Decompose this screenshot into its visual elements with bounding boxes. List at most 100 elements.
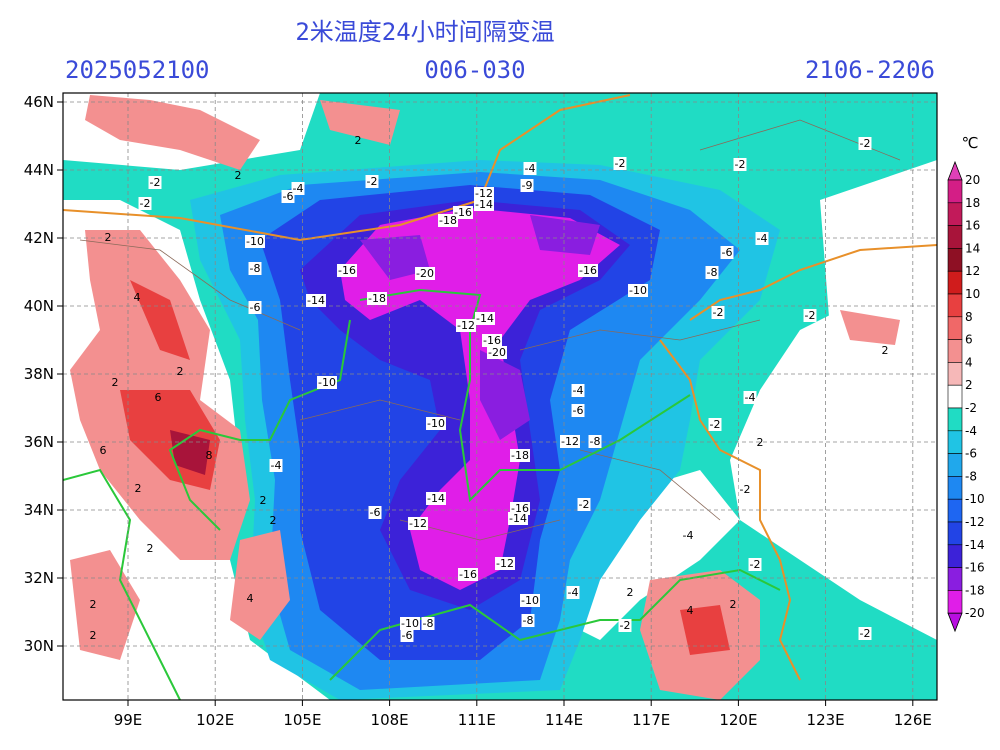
- contour-label: -2: [140, 197, 151, 210]
- map-frame: [62, 92, 938, 701]
- label-box: [281, 190, 295, 203]
- contour-label: -4: [745, 391, 756, 404]
- country-border: [63, 94, 937, 681]
- contour-label: -20: [488, 346, 506, 359]
- valid-time: 2106-2206: [805, 56, 935, 84]
- label-box: [456, 319, 476, 332]
- colorbar-band: [947, 407, 963, 432]
- colorbar-label: -4: [965, 424, 977, 438]
- label-box: [245, 235, 265, 248]
- label-box: [566, 586, 580, 599]
- contour-label: -8: [423, 617, 434, 630]
- contour-label: -2: [740, 483, 751, 496]
- colorbar-label: 18: [965, 196, 980, 210]
- label-box: [148, 176, 162, 189]
- colorbar-band: [947, 339, 963, 363]
- label-box: [708, 418, 722, 431]
- contour-label: 8: [206, 449, 213, 462]
- colorbar-band: [947, 202, 963, 226]
- label-box: [618, 619, 632, 632]
- label-box: [400, 629, 414, 642]
- contour-label: 2: [882, 344, 889, 357]
- contour-label: -2: [710, 418, 721, 431]
- contour-label: -8: [523, 614, 534, 627]
- label-box: [453, 206, 473, 219]
- contour-label: 6: [100, 444, 107, 457]
- contour-label: 2: [105, 231, 112, 244]
- contour-label: 4: [687, 604, 694, 617]
- contour-label: -18: [368, 292, 386, 305]
- lat-label: 34N: [24, 501, 54, 519]
- contour-label: -2: [615, 157, 626, 170]
- contour-label: -10: [427, 417, 445, 430]
- colorbar-label: 2: [965, 378, 973, 392]
- province-borders: [79, 119, 901, 541]
- contour-label: -2: [713, 306, 724, 319]
- contour-label: -16: [483, 334, 501, 347]
- label-box: [588, 435, 602, 448]
- contour-label: -12: [496, 557, 514, 570]
- label-box: [269, 459, 283, 472]
- label-box: [520, 594, 540, 607]
- init-time: 2025052100: [65, 56, 210, 84]
- colorbar-band: [947, 225, 963, 249]
- river-lines: [63, 288, 781, 700]
- label-box: [720, 246, 734, 259]
- contour-label: 2: [112, 376, 119, 389]
- lon-label: 108E: [371, 711, 409, 729]
- lon-label: 111E: [458, 711, 496, 729]
- label-box: [408, 517, 428, 530]
- colorbar-label: -20: [965, 606, 985, 620]
- label-box: [367, 292, 387, 305]
- label-box: [681, 529, 695, 542]
- colorbar-band: [947, 590, 963, 614]
- label-box: [458, 568, 478, 581]
- contour-label: -4: [525, 162, 536, 175]
- colorbar-label: -14: [965, 538, 985, 552]
- colorbar-band: [947, 476, 963, 500]
- red-southeast: [680, 605, 730, 655]
- label-box: [755, 232, 769, 245]
- lat-label: 30N: [24, 637, 54, 655]
- label-box: [438, 214, 458, 227]
- contour-label: -4: [271, 459, 282, 472]
- pink-northwest: [85, 95, 400, 170]
- colorbar-label: -8: [965, 469, 977, 483]
- label-box: [368, 506, 382, 519]
- contour-label: -10: [521, 594, 539, 607]
- contour-label: -2: [735, 158, 746, 171]
- label-box: [578, 264, 598, 277]
- pink-southeast: [640, 310, 900, 700]
- contour-label: -2: [579, 498, 590, 511]
- lat-label: 32N: [24, 569, 54, 587]
- contour-label: 2: [627, 586, 634, 599]
- field: [63, 93, 937, 700]
- contour-label: -18: [439, 214, 457, 227]
- lon-label: 117E: [632, 711, 670, 729]
- label-box: [521, 614, 535, 627]
- label-box: [613, 157, 627, 170]
- label-box: [743, 391, 757, 404]
- label-box: [475, 312, 495, 325]
- contour-label: -14: [509, 512, 527, 525]
- label-box: [415, 267, 435, 280]
- lon-label: 123E: [807, 711, 845, 729]
- label-box: [523, 162, 537, 175]
- grid: [63, 93, 937, 700]
- contour-label: -10: [401, 617, 419, 630]
- contour-label: -6: [283, 190, 294, 203]
- lat-label: 46N: [24, 93, 54, 111]
- label-box: [748, 558, 762, 571]
- label-box: [291, 182, 305, 195]
- label-box: [421, 617, 435, 630]
- lon-label: 99E: [114, 711, 143, 729]
- contour-label: -18: [511, 449, 529, 462]
- label-box: [508, 512, 528, 525]
- contour-label: -12: [409, 517, 427, 530]
- lon-label: 120E: [719, 711, 757, 729]
- contour-label: -16: [511, 502, 529, 515]
- colorbar-band: [947, 362, 963, 386]
- label-box: [474, 198, 494, 211]
- contour-label: -4: [573, 384, 584, 397]
